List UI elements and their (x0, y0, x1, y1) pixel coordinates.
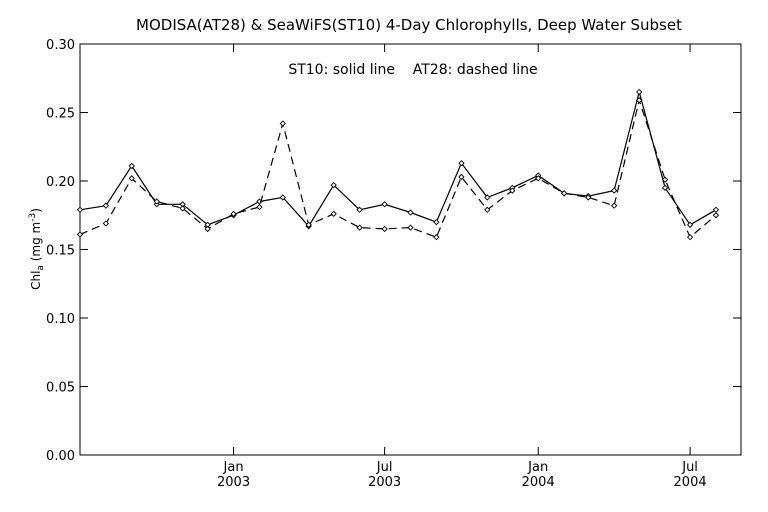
data-point-at28 (305, 221, 312, 228)
line-style-annotation: ST10: solid line AT28: dashed line (288, 62, 537, 78)
data-point-at28 (102, 220, 110, 227)
y-tick-label: 0.25 (46, 107, 75, 122)
y-tick-label: 0.00 (46, 449, 75, 464)
data-point-at28 (661, 176, 669, 183)
data-point-at28 (712, 212, 720, 219)
data-point-at28 (330, 210, 337, 218)
data-point-st10 (102, 202, 110, 209)
data-point-st10 (636, 88, 643, 96)
y-tick-label: 0.30 (46, 38, 75, 53)
data-point-at28 (458, 173, 465, 181)
y-tick-label: 0.10 (46, 312, 75, 327)
data-point-st10 (458, 160, 465, 167)
data-point-st10 (356, 206, 363, 213)
data-point-st10 (76, 206, 84, 213)
x-tick-label-month: Jul (376, 460, 393, 475)
y-label-subscript: a (36, 265, 46, 271)
series-line-at28 (79, 97, 717, 239)
data-point-st10 (407, 209, 414, 216)
data-point-at28 (279, 120, 286, 127)
data-point-at28 (256, 203, 263, 211)
data-point-at28 (179, 205, 186, 212)
data-point-at28 (128, 175, 135, 182)
series-layer (76, 88, 720, 241)
data-point-at28 (686, 234, 694, 241)
x-tick-label-year: 2004 (522, 475, 555, 490)
y-tick-label: 0.15 (46, 244, 75, 259)
x-tick-label-year: 2003 (217, 475, 250, 490)
data-point-st10 (433, 218, 440, 226)
x-tick-label-month: Jul (681, 460, 698, 475)
series-at28 (76, 97, 720, 241)
data-point-at28 (509, 187, 516, 194)
data-point-at28 (356, 224, 363, 231)
chart-title: MODISA(AT28) & SeaWiFS(ST10) 4-Day Chlor… (136, 16, 682, 34)
data-point-st10 (279, 194, 286, 201)
y-label-unit: (mg m (29, 222, 43, 265)
y-tick-label: 0.20 (46, 175, 75, 190)
data-point-st10 (661, 184, 669, 191)
y-axis: 0.00 0.05 0.10 0.15 0.20 0.25 0.30 (46, 38, 741, 464)
series-line-st10 (79, 89, 717, 228)
y-tick-label: 0.05 (46, 381, 75, 396)
x-tick-label-year: 2003 (368, 475, 401, 490)
data-point-st10 (128, 162, 135, 170)
data-point-at28 (153, 198, 160, 205)
x-tick-label-month: Jan (527, 460, 548, 475)
data-point-st10 (484, 194, 491, 201)
data-point-at28 (611, 202, 618, 209)
data-point-at28 (76, 231, 84, 238)
data-point-at28 (204, 225, 211, 233)
data-point-at28 (560, 190, 568, 197)
plot-frame (79, 43, 742, 456)
x-tick-label-month: Jan (223, 460, 244, 475)
data-point-at28 (585, 194, 592, 201)
y-label-main: Chl (29, 271, 43, 290)
data-point-at28 (636, 97, 643, 104)
data-point-st10 (686, 221, 694, 228)
data-point-at28 (381, 225, 388, 233)
data-point-at28 (484, 206, 491, 213)
data-point-at28 (230, 210, 237, 218)
data-point-at28 (407, 224, 414, 231)
data-point-st10 (381, 201, 388, 208)
series-st10 (76, 88, 720, 230)
data-point-st10 (611, 187, 618, 194)
y-label-unit-close: ) (29, 208, 43, 213)
y-label-superscript: -3 (28, 213, 38, 222)
data-point-at28 (433, 234, 440, 241)
data-point-st10 (330, 181, 337, 189)
data-point-at28 (535, 175, 542, 182)
x-tick-label-year: 2004 (674, 475, 707, 490)
y-axis-label: Chla (mg m-3) (28, 208, 46, 290)
